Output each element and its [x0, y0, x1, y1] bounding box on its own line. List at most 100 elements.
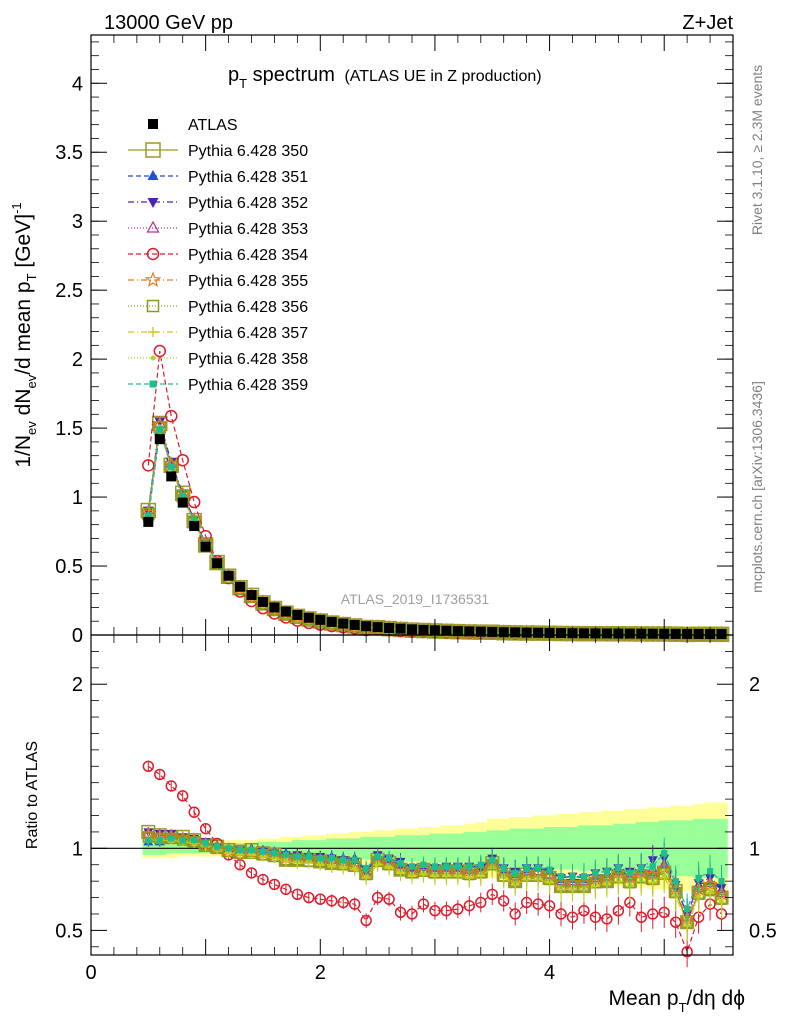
ratio-point [351, 856, 358, 863]
ratio-point [142, 760, 155, 772]
ratio-tick-label-right: 2 [749, 674, 760, 696]
legend-label: ATLAS [188, 117, 238, 134]
ratio-point [394, 906, 407, 919]
ratio-point [707, 888, 713, 894]
spectrum-point [156, 425, 164, 433]
ratio-point [683, 905, 691, 913]
legend-marker [144, 271, 162, 288]
legend-entry: Pythia 6.428 350 [128, 142, 308, 160]
ratio-point [371, 891, 384, 904]
ratio-point [165, 780, 177, 792]
ratio-point [282, 851, 290, 859]
analysis-watermark: ATLAS_2019_I1736531 [341, 591, 490, 607]
ratio-point [512, 869, 519, 877]
legend-label: Pythia 6.428 356 [188, 299, 308, 316]
ratio-point [695, 874, 702, 882]
ratio-tick-label-right: 1 [749, 838, 760, 860]
legend-entry: Pythia 6.428 354 [128, 247, 308, 264]
ylabel-c-sub: T [24, 273, 39, 281]
atlas-data-point [361, 621, 372, 632]
ratio-point [661, 873, 667, 879]
legend-marker [150, 355, 156, 361]
ratio-point [477, 861, 484, 868]
atlas-data-point [601, 628, 612, 639]
ratio-point [191, 836, 198, 844]
spectrum-point [715, 628, 728, 641]
atlas-data-point [441, 625, 452, 636]
legend-marker [145, 142, 161, 158]
ratio-point [523, 864, 530, 872]
ratio-point [337, 896, 349, 909]
ylabel-d: [GeV] [12, 214, 35, 274]
atlas-data-point [693, 628, 704, 639]
atlas-data-point [670, 628, 681, 639]
legend-label: Pythia 6.428 351 [188, 169, 308, 186]
xlabel-b: /dη dϕ [687, 987, 745, 1010]
legend-label: Pythia 6.428 352 [188, 195, 308, 212]
y-tick-label: 2.5 [55, 280, 83, 302]
y-axis-label-bottom: Ratio to ATLAS [24, 741, 41, 849]
ratio-point [718, 878, 725, 885]
atlas-data-point [292, 610, 303, 620]
ratio-point [672, 878, 679, 885]
xlabel-a-sub: T [679, 1000, 687, 1015]
ylabel-b-sub: ev [24, 374, 39, 388]
legend-label: Pythia 6.428 350 [188, 143, 308, 160]
ratio-point [352, 865, 357, 871]
ratio-point [303, 891, 315, 904]
ratio-point [360, 914, 372, 927]
legend-label: Pythia 6.428 354 [188, 247, 308, 264]
ratio-point [638, 864, 645, 872]
legend-marker [147, 198, 159, 208]
ratio-point [408, 863, 416, 870]
ratio-point [417, 898, 430, 910]
spectrum-point [142, 459, 155, 472]
x-axis-label: Mean pT/dη dϕ [609, 987, 745, 1015]
atlas-data-point [326, 616, 337, 627]
ratio-tick-label: 1 [72, 838, 83, 860]
x-tick-label: 2 [315, 962, 326, 984]
ratio-point [475, 896, 487, 909]
legend-marker [146, 247, 160, 261]
spectrum-point [144, 512, 152, 520]
legend-marker [147, 170, 159, 180]
ylabel-c: /d mean p [12, 281, 35, 374]
ratio-point [440, 904, 453, 917]
legend-label: Pythia 6.428 357 [188, 325, 308, 342]
atlas-data-point [464, 626, 475, 637]
ratio-point [271, 850, 278, 857]
mcplots-credit-text: mcplots.cern.ch [arXiv:1306.3436] [749, 381, 765, 593]
y-axis-label-top: 1/Nev dNev/d mean pT [GeV]-1 [9, 202, 39, 467]
spectrum-point [187, 495, 201, 509]
ratio-point [294, 853, 301, 860]
legend-entry: Pythia 6.428 358 [128, 351, 308, 368]
ratio-point [406, 908, 418, 920]
ratio-point [569, 873, 576, 880]
ratio-point [669, 916, 682, 928]
legend-label: Pythia 6.428 353 [188, 221, 308, 238]
legend-label: Pythia 6.428 359 [188, 377, 308, 394]
ratio-point [362, 864, 370, 872]
x-axis-ticks: 0 2 4 [85, 35, 734, 984]
ratio-point [500, 864, 507, 872]
legend-marker [146, 220, 160, 233]
rivet-version-text: Rivet 3.1.10, ≥ 2.3M events [749, 65, 765, 235]
ratio-point [386, 864, 392, 869]
ratio-point [635, 911, 647, 923]
atlas-data-point [372, 622, 383, 633]
ratio-point [658, 906, 670, 919]
ylabel-a: 1/N [12, 435, 35, 468]
ratio-point [363, 873, 369, 879]
spectrum-point [179, 492, 187, 500]
atlas-data-point [177, 497, 188, 508]
ratio-point [626, 869, 633, 877]
header-left: 13000 GeV pp [104, 12, 233, 34]
atlas-data-point [556, 628, 567, 639]
ratio-point [681, 946, 693, 958]
ratio-point [317, 855, 324, 862]
ratio-point [615, 864, 622, 872]
ratio-point [543, 900, 556, 912]
title-aside: (ATLAS UE in Z production) [344, 68, 541, 85]
spectrum-point [153, 344, 167, 358]
ratio-point [245, 867, 258, 879]
